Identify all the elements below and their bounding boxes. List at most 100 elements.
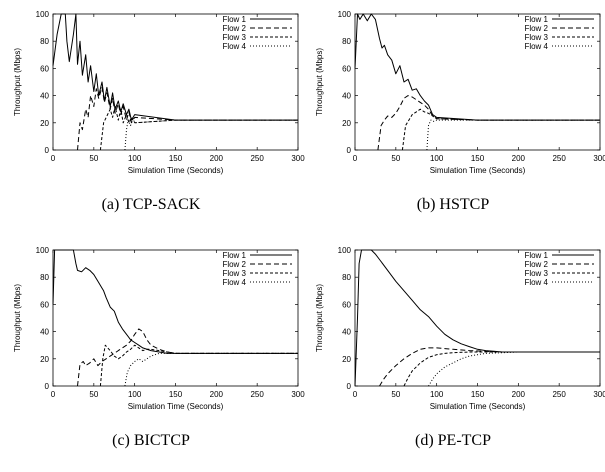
x-tick-label: 0	[51, 390, 56, 399]
series-line-flow-4	[124, 116, 298, 151]
x-tick-label: 0	[353, 154, 358, 163]
series-line-flow-3	[99, 344, 298, 387]
series-line-flow-3	[403, 351, 600, 387]
legend-label: Flow 3	[222, 33, 246, 42]
y-tick-label: 80	[40, 37, 49, 46]
chart-panel-bictcp: 0 50 100 150 200 250 300 0 20 40 60 80 100 Simulation…	[0, 236, 305, 472]
y-tick-label: 80	[342, 37, 351, 46]
x-tick-label: 250	[250, 390, 264, 399]
y-tick-label: 0	[347, 146, 352, 155]
x-axis-title: Simulation Time (Seconds)	[128, 166, 224, 175]
series-line-flow-3	[99, 106, 298, 151]
y-tick-label: 100	[36, 246, 50, 255]
x-tick-label: 200	[210, 390, 224, 399]
y-tick-label: 60	[40, 300, 49, 309]
y-axis-title: Throughput (Mbps)	[315, 284, 324, 352]
x-tick-label: 150	[169, 154, 183, 163]
legend-label: Flow 2	[524, 260, 548, 269]
chart-panel-tcp-sack: 0 50 100 150 200 250 300 0 20 40 60 80 100 Simulation…	[0, 0, 305, 236]
x-tick-label: 0	[51, 154, 56, 163]
x-tick-label: 150	[471, 154, 485, 163]
x-axis-title: Simulation Time (Seconds)	[430, 402, 526, 411]
series-line-flow-2	[77, 86, 298, 151]
chart-panel-hstcp: 0 50 100 150 200 250 300 0 20 40 60 80 100 Simulation…	[302, 0, 605, 236]
legend-label: Flow 2	[222, 24, 246, 33]
series-line-flow-1	[354, 249, 600, 387]
legend-label: Flow 1	[222, 251, 246, 260]
y-tick-label: 100	[338, 246, 352, 255]
series-line-flow-4	[124, 352, 298, 387]
y-tick-label: 100	[36, 10, 50, 19]
y-tick-label: 40	[40, 92, 49, 101]
x-tick-label: 100	[128, 154, 142, 163]
series-line-flow-2	[377, 95, 600, 151]
x-tick-label: 200	[512, 154, 526, 163]
y-tick-label: 20	[342, 119, 351, 128]
legend-label: Flow 2	[222, 260, 246, 269]
y-tick-label: 80	[40, 273, 49, 282]
legend-label: Flow 3	[524, 269, 548, 278]
chart-svg: 0 50 100 150 200 250 300 0 20 40 60 80 100 Simulation…	[13, 246, 305, 411]
y-axis-title: Throughput (Mbps)	[315, 48, 324, 116]
y-tick-label: 20	[342, 355, 351, 364]
legend-label: Flow 3	[524, 33, 548, 42]
series-line-flow-4	[428, 351, 600, 387]
chart-svg: 0 50 100 150 200 250 300 0 20 40 60 80 100 Simulation…	[13, 10, 305, 175]
x-tick-label: 300	[593, 154, 605, 163]
y-tick-label: 0	[45, 146, 50, 155]
x-tick-label: 200	[512, 390, 526, 399]
x-axis-title: Simulation Time (Seconds)	[128, 402, 224, 411]
chart-svg: 0 50 100 150 200 250 300 0 20 40 60 80 100 Simulation…	[315, 10, 605, 175]
series-line-flow-2	[379, 347, 600, 387]
y-tick-label: 0	[45, 382, 50, 391]
plot-frame	[52, 13, 299, 151]
y-tick-label: 60	[342, 64, 351, 73]
x-tick-label: 50	[89, 154, 98, 163]
x-tick-label: 0	[353, 390, 358, 399]
legend-label: Flow 1	[524, 251, 548, 260]
x-tick-label: 100	[430, 390, 444, 399]
y-tick-label: 40	[342, 92, 351, 101]
y-tick-label: 100	[338, 10, 352, 19]
y-axis-title: Throughput (Mbps)	[13, 284, 22, 352]
series-line-flow-1	[52, 249, 298, 354]
chart-caption: (c) BICTCP	[112, 432, 190, 449]
series-line-flow-2	[77, 328, 298, 387]
plot-frame	[354, 13, 601, 151]
legend-label: Flow 3	[222, 269, 246, 278]
x-tick-label: 50	[391, 390, 400, 399]
x-tick-label: 100	[430, 154, 444, 163]
legend-label: Flow 4	[524, 42, 548, 51]
x-tick-label: 300	[291, 154, 305, 163]
chart-caption: (a) TCP-SACK	[101, 196, 201, 213]
series-line-flow-4	[426, 119, 600, 151]
y-axis-title: Throughput (Mbps)	[13, 48, 22, 116]
y-tick-label: 20	[40, 355, 49, 364]
y-tick-label: 60	[342, 300, 351, 309]
legend-label: Flow 4	[524, 278, 548, 287]
series-line-flow-3	[401, 108, 600, 151]
x-tick-label: 300	[291, 390, 305, 399]
y-tick-label: 80	[342, 273, 351, 282]
chart-svg: 0 50 100 150 200 250 300 0 20 40 60 80 100 Simulation…	[315, 246, 605, 411]
y-tick-label: 20	[40, 119, 49, 128]
x-tick-label: 50	[391, 154, 400, 163]
legend-label: Flow 4	[222, 278, 246, 287]
legend-label: Flow 1	[222, 15, 246, 24]
x-tick-label: 200	[210, 154, 224, 163]
legend-label: Flow 1	[524, 15, 548, 24]
x-tick-label: 50	[89, 390, 98, 399]
series-line-flow-1	[354, 13, 600, 121]
chart-caption: (b) HSTCP	[416, 196, 490, 213]
x-tick-label: 150	[169, 390, 183, 399]
x-tick-label: 250	[552, 154, 566, 163]
y-tick-label: 0	[347, 382, 352, 391]
y-tick-label: 40	[342, 328, 351, 337]
series-line-flow-1	[52, 13, 298, 121]
legend-label: Flow 4	[222, 42, 246, 51]
x-tick-label: 300	[593, 390, 605, 399]
x-axis-title: Simulation Time (Seconds)	[430, 166, 526, 175]
plot-frame	[354, 249, 601, 387]
x-tick-label: 150	[471, 390, 485, 399]
y-tick-label: 60	[40, 64, 49, 73]
